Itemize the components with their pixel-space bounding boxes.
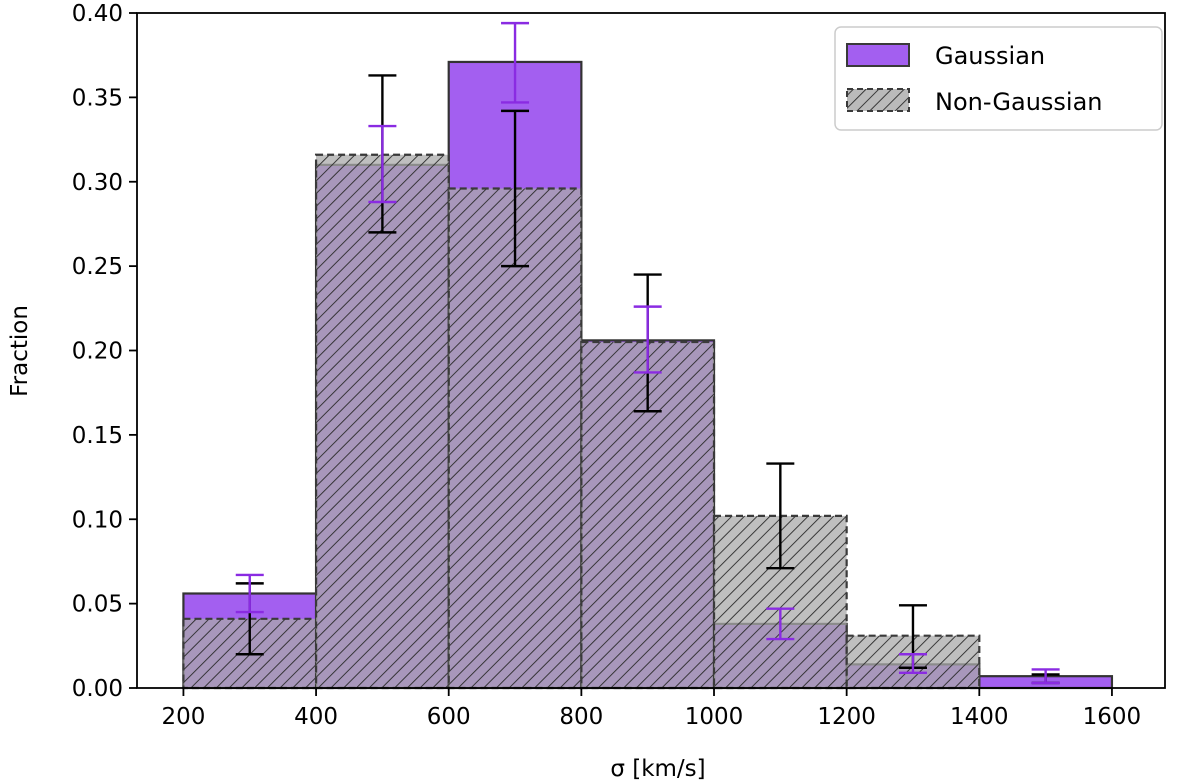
y-tick-label: 0.25 [72, 254, 123, 280]
y-tick-label: 0.40 [72, 1, 123, 27]
legend-label-non-gaussian: Non-Gaussian [935, 88, 1103, 116]
x-tick-label: 1600 [1083, 704, 1142, 730]
x-tick-label: 1000 [685, 704, 744, 730]
y-axis-label: Fraction [7, 305, 33, 397]
x-tick-label: 1200 [817, 704, 876, 730]
legend-swatch-gaussian [846, 43, 910, 67]
x-tick-label: 600 [427, 704, 471, 730]
y-tick-label: 0.10 [72, 507, 123, 533]
y-tick-label: 0.20 [72, 339, 123, 365]
bar-non-gaussian [314, 153, 450, 690]
x-tick-label: 800 [559, 704, 603, 730]
y-tick-label: 0.35 [72, 85, 123, 111]
y-tick-label: 0.30 [72, 170, 123, 196]
y-tick-label: 0.05 [72, 592, 123, 618]
x-tick-label: 400 [294, 704, 338, 730]
y-tick-label: 0.15 [72, 423, 123, 449]
legend-frame [834, 26, 1163, 131]
bar-non-gaussian [447, 187, 583, 690]
x-tick-label: 200 [161, 704, 205, 730]
legend-label-gaussian: Gaussian [935, 42, 1045, 70]
legend-swatch-non-gaussian [846, 88, 910, 112]
y-tick-label: 0.00 [72, 676, 123, 702]
x-axis-label: σ [km/s] [610, 756, 705, 782]
x-tick-label: 1400 [950, 704, 1009, 730]
legend: Gaussian Non-Gaussian [834, 26, 1163, 131]
